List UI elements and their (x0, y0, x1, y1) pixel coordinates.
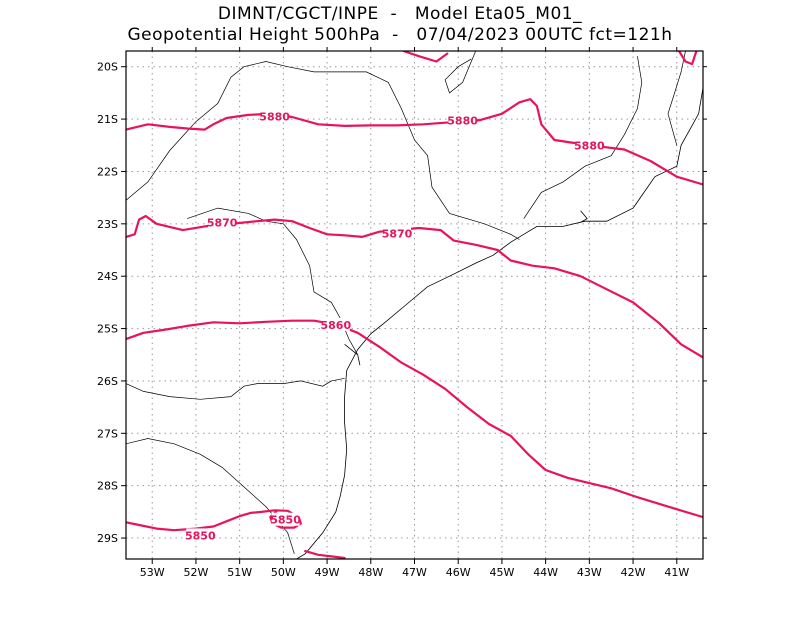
contour-label-bg (271, 512, 300, 526)
lat-tick-label: 27S (97, 427, 118, 440)
contour-5870 (126, 214, 703, 359)
contour-label-bg (186, 528, 215, 542)
state-border (667, 50, 686, 146)
contour-labels: 5880 5880 5880 5870 5870 5860 5850 5850 (185, 109, 605, 542)
lat-tick-label: 23S (97, 218, 118, 231)
contour-label-5880: 5880 (574, 139, 605, 152)
coastline-segment (296, 87, 704, 560)
lon-tick-label: 52W (184, 566, 209, 579)
lon-tick-label: 51W (227, 566, 252, 579)
lon-tick-label: 42W (621, 566, 646, 579)
longitude-axis: 53W 52W 51W 50W 49W 48W 47W 46W 45W 44W 43W 42W 41W (140, 47, 689, 579)
gridlines (126, 51, 703, 559)
lat-tick-label: 22S (97, 165, 118, 178)
contour-5860 (126, 319, 703, 519)
lat-tick-label: 29S (97, 532, 118, 545)
contour-label-bg (208, 215, 237, 229)
contour-5880 (402, 51, 449, 63)
state-border (125, 377, 345, 400)
state-border (523, 56, 643, 219)
lat-tick-label: 26S (97, 375, 118, 388)
lon-tick-label: 46W (446, 566, 471, 579)
coastline-segment (580, 210, 588, 223)
contour-label-bg (321, 317, 350, 331)
coastline (296, 87, 704, 560)
title-line-1: DIMNT/CGCT/INPE - Model Eta05_M01_ (217, 4, 583, 24)
lon-tick-label: 43W (577, 566, 602, 579)
contour-label-bg (575, 138, 604, 152)
map-title: DIMNT/CGCT/INPE - Model Eta05_M01_ Geopo… (0, 4, 800, 46)
coastline-segment (344, 343, 361, 366)
contour-label-5870: 5870 (382, 227, 413, 240)
state-border (444, 50, 477, 94)
contour-label-5880: 5880 (259, 110, 290, 123)
contour-label-5870: 5870 (207, 216, 238, 229)
lat-tick-label: 28S (97, 480, 118, 493)
contour-label-bg (383, 226, 412, 240)
lon-tick-label: 47W (402, 566, 427, 579)
latitude-axis: 20S 21S 22S 23S 24S 25S 26S 27S 28S 29S (97, 61, 707, 545)
contour-5880 (677, 51, 698, 66)
lat-tick-label: 24S (97, 270, 118, 283)
lat-tick-label: 20S (97, 61, 118, 74)
lon-tick-label: 53W (140, 566, 165, 579)
contour-label-5850: 5850 (185, 529, 216, 542)
lon-tick-label: 50W (271, 566, 296, 579)
state-border (125, 61, 520, 240)
contour-label-bg (260, 109, 289, 123)
title-line-2: Geopotential Height 500hPa - 07/04/2023 … (127, 25, 673, 45)
contour-label-bg (448, 113, 477, 127)
lat-tick-label: 25S (97, 323, 118, 336)
lon-tick-label: 44W (533, 566, 558, 579)
lon-tick-label: 45W (489, 566, 514, 579)
state-border (187, 207, 359, 355)
contour-label-5860: 5860 (321, 319, 352, 332)
contour-5850 (304, 550, 346, 559)
lat-tick-label: 21S (97, 113, 118, 126)
lon-tick-label: 41W (664, 566, 689, 579)
lon-tick-label: 49W (315, 566, 340, 579)
contour-5850 (126, 509, 302, 532)
lon-tick-label: 48W (358, 566, 383, 579)
contour-label-5850: 5850 (270, 514, 301, 527)
contour-label-5880: 5880 (447, 115, 478, 128)
